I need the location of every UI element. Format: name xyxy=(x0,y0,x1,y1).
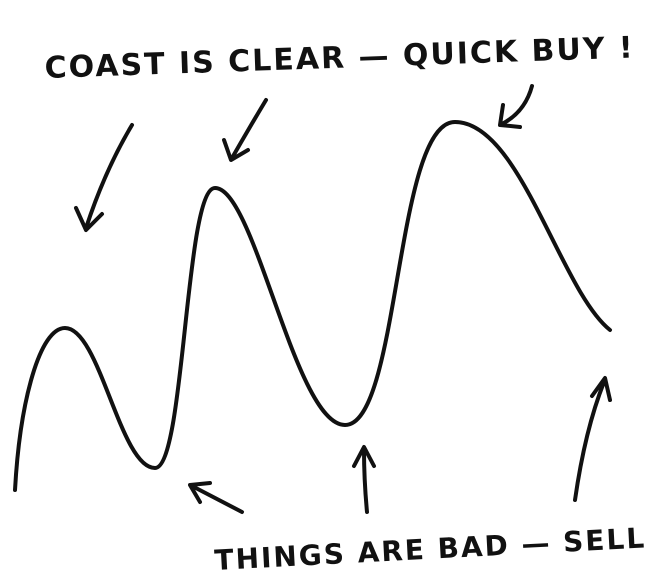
arrow xyxy=(188,481,244,514)
arrow xyxy=(222,98,268,162)
arrow xyxy=(498,84,534,129)
top-arrows xyxy=(74,84,534,232)
bottom-arrows xyxy=(188,376,612,514)
arrow xyxy=(573,376,612,502)
arrow xyxy=(74,123,134,232)
price-wave xyxy=(13,120,612,492)
arrow xyxy=(352,445,376,514)
